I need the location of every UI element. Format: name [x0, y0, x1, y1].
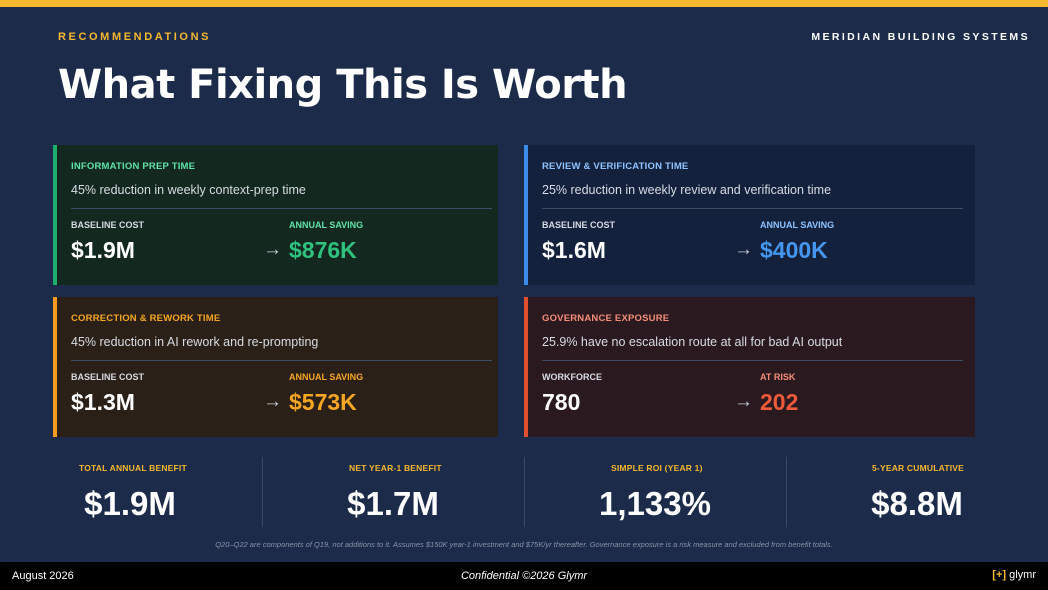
card-correction-rework-time: CORRECTION & REWORK TIME 45% reduction i… — [53, 297, 498, 437]
footer-confidential: Confidential ©2026 Glymr — [460, 570, 588, 582]
arrow-right-icon: → — [263, 391, 282, 412]
metric-divider — [786, 457, 787, 527]
metric-label: SIMPLE ROI (YEAR 1) — [611, 463, 703, 473]
footer-bar: August 2026 Confidential ©2026 Glymr [+]… — [0, 562, 1048, 590]
metric-total-annual-benefit: TOTAL ANNUAL BENEFIT $1.9M — [0, 457, 262, 529]
metric-label: 5-YEAR CUMULATIVE — [872, 463, 965, 473]
arrow-right-icon: → — [263, 239, 282, 260]
metric-value: $1.7M — [347, 485, 439, 522]
footnote: Q20–Q22 are components of Q19, not addit… — [215, 540, 833, 549]
metric-divider — [524, 457, 525, 527]
summary-metrics: TOTAL ANNUAL BENEFIT $1.9M NET YEAR-1 BE… — [0, 457, 1048, 529]
saving-value: $573K — [289, 389, 357, 415]
arrow-right-icon: → — [734, 239, 753, 260]
metric-label: NET YEAR-1 BENEFIT — [349, 463, 442, 473]
footer-date: August 2026 — [12, 570, 74, 582]
company-name: MERIDIAN BUILDING SYSTEMS — [811, 31, 1030, 43]
glymr-logo: [+] glymr — [992, 569, 1036, 581]
card-subtitle: 45% reduction in AI rework and re-prompt… — [71, 335, 319, 349]
card-title: GOVERNANCE EXPOSURE — [542, 313, 670, 324]
logo-bracket-icon: [+] — [992, 569, 1007, 581]
card-review-verification-time: REVIEW & VERIFICATION TIME 25% reduction… — [524, 145, 975, 285]
workforce-value: 780 — [542, 389, 581, 415]
baseline-value: $1.3M — [71, 389, 135, 415]
workforce-label: WORKFORCE — [542, 372, 602, 382]
saving-value: $876K — [289, 237, 357, 263]
top-accent-bar — [0, 0, 1048, 7]
baseline-value: $1.6M — [542, 237, 606, 263]
metric-label: TOTAL ANNUAL BENEFIT — [79, 463, 187, 473]
card-subtitle: 25.9% have no escalation route at all fo… — [542, 335, 843, 349]
saving-label: ANNUAL SAVING — [289, 372, 364, 382]
card-subtitle: 45% reduction in weekly context-prep tim… — [71, 183, 306, 197]
metric-value: 1,133% — [599, 485, 711, 522]
at-risk-label: AT RISK — [760, 372, 796, 382]
baseline-label: BASELINE COST — [71, 372, 145, 382]
logo-text: glymr — [1009, 569, 1036, 581]
at-risk-value: 202 — [760, 389, 799, 415]
card-divider — [71, 360, 492, 361]
card-divider — [542, 208, 963, 209]
metric-divider — [262, 457, 263, 527]
card-title: REVIEW & VERIFICATION TIME — [542, 161, 689, 172]
page-title: What Fixing This Is Worth — [58, 62, 628, 108]
card-subtitle: 25% reduction in weekly review and verif… — [542, 183, 832, 197]
baseline-label: BASELINE COST — [71, 220, 145, 230]
section-kicker: RECOMMENDATIONS — [58, 31, 212, 43]
metric-net-year-1-benefit: NET YEAR-1 BENEFIT $1.7M — [262, 457, 524, 529]
saving-label: ANNUAL SAVING — [289, 220, 364, 230]
saving-value: $400K — [760, 237, 828, 263]
metric-5-year-cumulative: 5-YEAR CUMULATIVE $8.8M — [786, 457, 1048, 529]
arrow-right-icon: → — [734, 391, 753, 412]
card-divider — [71, 208, 492, 209]
card-divider — [542, 360, 963, 361]
baseline-value: $1.9M — [71, 237, 135, 263]
card-governance-exposure: GOVERNANCE EXPOSURE 25.9% have no escala… — [524, 297, 975, 437]
card-title: INFORMATION PREP TIME — [71, 161, 196, 172]
metric-value: $1.9M — [84, 485, 176, 522]
metric-value: $8.8M — [871, 485, 963, 522]
metric-simple-roi: SIMPLE ROI (YEAR 1) 1,133% — [524, 457, 786, 529]
card-title: CORRECTION & REWORK TIME — [71, 313, 221, 324]
saving-label: ANNUAL SAVING — [760, 220, 835, 230]
card-information-prep-time: INFORMATION PREP TIME 45% reduction in w… — [53, 145, 498, 285]
baseline-label: BASELINE COST — [542, 220, 616, 230]
